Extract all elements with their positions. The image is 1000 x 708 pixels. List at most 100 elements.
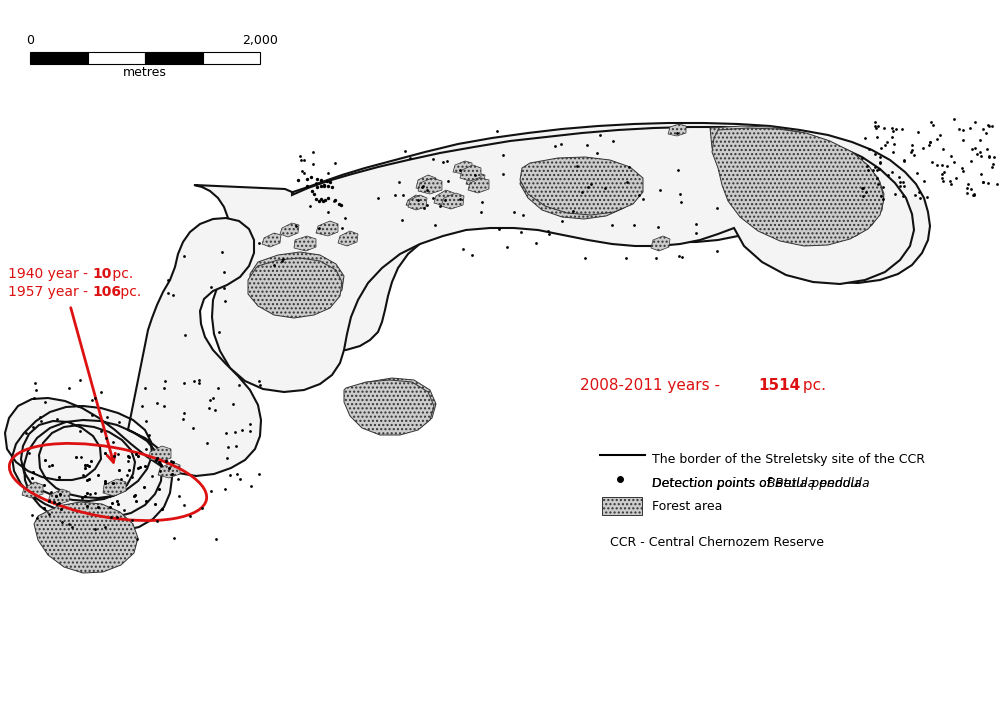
Point [149, 397, 165, 409]
Point [234, 424, 250, 435]
Point [870, 178, 886, 190]
Point [888, 124, 904, 135]
Text: The border of the Streletsky site of the CCR: The border of the Streletsky site of the… [652, 452, 925, 465]
Point [954, 163, 970, 174]
Point [910, 127, 926, 138]
Point [626, 219, 642, 231]
Text: 0: 0 [26, 34, 34, 47]
Point [495, 149, 511, 161]
Point [105, 436, 121, 447]
Point [111, 464, 127, 476]
Point [201, 402, 217, 413]
Point [129, 533, 145, 544]
Text: 1514: 1514 [758, 378, 800, 393]
Text: 10: 10 [92, 267, 111, 281]
Text: 1957 year -: 1957 year - [8, 285, 92, 299]
Point [967, 116, 983, 127]
Polygon shape [316, 221, 338, 236]
Point [251, 469, 267, 480]
Point [111, 416, 127, 428]
Point [932, 129, 948, 140]
Point [427, 219, 443, 231]
Point [110, 448, 126, 459]
Point [165, 457, 181, 468]
Point [79, 501, 95, 512]
Point [130, 450, 146, 462]
Point [943, 178, 959, 189]
Point [892, 181, 908, 192]
Point [217, 295, 233, 307]
Point [942, 175, 958, 186]
Point [194, 502, 210, 513]
Point [604, 219, 620, 231]
Point [43, 486, 59, 498]
Point [895, 176, 911, 188]
Point [51, 497, 67, 508]
Point [885, 147, 901, 158]
Point [149, 452, 165, 464]
Point [973, 169, 989, 180]
Point [126, 491, 142, 502]
Point [924, 156, 940, 168]
Point [887, 188, 903, 200]
Point [97, 477, 113, 489]
Point [964, 143, 980, 154]
Point [313, 180, 329, 191]
Point [885, 125, 901, 137]
Point [316, 179, 332, 190]
Point [959, 183, 975, 194]
Point [474, 196, 490, 207]
Bar [145, 52, 202, 64]
Point [138, 443, 154, 455]
Point [972, 147, 988, 158]
Point [875, 193, 891, 205]
Point [876, 122, 892, 134]
Point [674, 251, 690, 263]
Point [709, 245, 725, 256]
Point [186, 376, 202, 387]
Point [216, 266, 232, 278]
Point [103, 511, 119, 523]
Point [97, 476, 113, 487]
Point [105, 477, 121, 489]
Point [87, 392, 103, 404]
Polygon shape [520, 160, 634, 219]
Point [943, 150, 959, 161]
Point [540, 225, 556, 236]
Point [26, 392, 42, 404]
Point [872, 152, 888, 163]
Point [322, 176, 338, 188]
Point [896, 180, 912, 191]
Point [955, 165, 971, 176]
Point [934, 159, 950, 171]
Point [231, 379, 247, 390]
Point [579, 139, 595, 151]
Point [77, 490, 93, 501]
Point [158, 455, 174, 467]
Point [127, 489, 143, 501]
Point [951, 123, 967, 135]
Bar [202, 52, 260, 64]
Point [648, 252, 664, 263]
Point [909, 167, 925, 178]
Point [884, 132, 900, 143]
Point [309, 173, 325, 185]
Point [134, 401, 150, 412]
Point [437, 195, 453, 206]
Point [965, 189, 981, 200]
Point [869, 164, 885, 176]
Text: 2008-2011 years -: 2008-2011 years - [580, 378, 725, 393]
Point [467, 169, 483, 181]
Point [327, 195, 343, 206]
Polygon shape [103, 479, 126, 496]
Point [904, 144, 920, 155]
Point [132, 461, 148, 472]
Point [605, 135, 621, 147]
Point [669, 127, 685, 139]
Point [305, 147, 321, 158]
Point [980, 119, 996, 130]
Point [104, 497, 120, 508]
Point [141, 430, 157, 441]
Point [873, 190, 889, 202]
Point [51, 472, 67, 483]
